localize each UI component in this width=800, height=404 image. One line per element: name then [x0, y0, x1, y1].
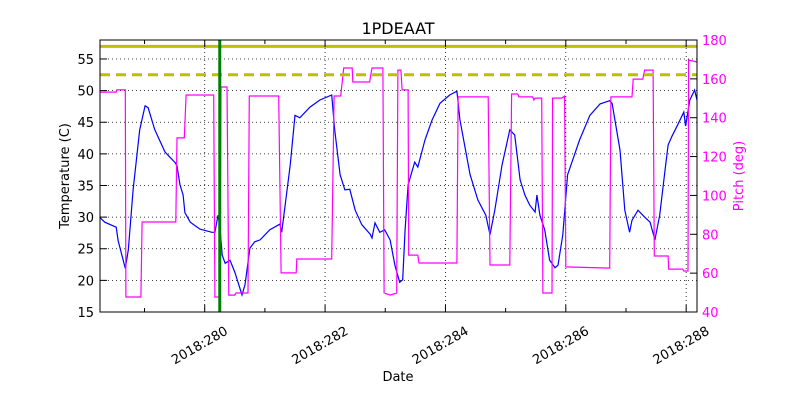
x-tick-label: 2018:280	[169, 324, 230, 368]
y2-tick-label: 40	[702, 306, 719, 321]
y-tick-label: 50	[77, 85, 94, 100]
y2-tick-label: 120	[702, 151, 727, 166]
x-tick-label: 2018:284	[410, 324, 471, 368]
x-tick-label: 2018:286	[530, 324, 591, 368]
temperature-series-line	[99, 88, 698, 297]
y-tick-label: 15	[77, 306, 94, 321]
y2-tick-label: 80	[702, 228, 719, 243]
y-axis-label: Temperature (C)	[58, 123, 73, 230]
y-tick-label: 25	[77, 243, 94, 258]
plot-frame	[99, 39, 698, 313]
grid	[100, 40, 697, 312]
y2-tick-label: 160	[702, 73, 727, 88]
y-tick-label: 20	[77, 274, 94, 289]
y-tick-label: 55	[77, 53, 94, 68]
x-axis-label: Date	[382, 370, 413, 385]
y2-tick-label: 60	[702, 267, 719, 282]
y2-tick-label: 140	[702, 112, 727, 127]
y-tick-label: 45	[77, 116, 94, 131]
y-tick-label: 40	[77, 148, 94, 163]
y-tick-label: 35	[77, 179, 94, 194]
x-tick-label: 2018:282	[290, 324, 351, 368]
plot-lines	[99, 40, 698, 312]
y2-axis-label: Pitch (deg)	[732, 141, 747, 211]
pitch-series-line	[100, 59, 698, 298]
x-tick-label: 2018:288	[651, 324, 712, 368]
y-tick-label: 30	[77, 211, 94, 226]
y2-tick-label: 180	[702, 34, 727, 49]
chart-title: 1PDEAAT	[361, 19, 434, 38]
y2-tick-label: 100	[702, 189, 727, 204]
